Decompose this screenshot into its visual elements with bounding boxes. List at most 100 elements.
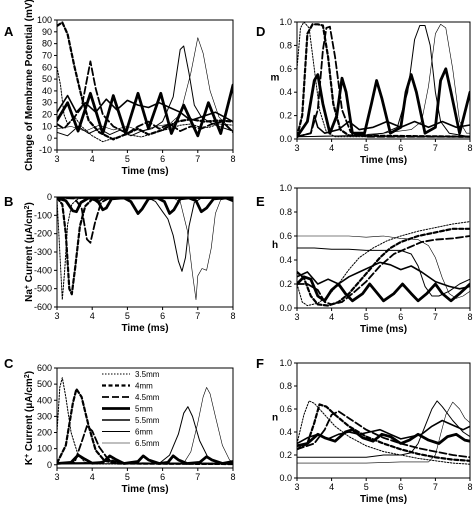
series-line-6.5mm xyxy=(297,235,470,299)
y-tick-label: 0.2 xyxy=(279,279,292,289)
x-tick-label: 3 xyxy=(294,143,299,153)
series-line-6.5mm xyxy=(57,197,233,300)
x-tick-label: 8 xyxy=(467,482,472,492)
series-line-6mm xyxy=(57,406,233,465)
legend-label: 6mm xyxy=(135,428,153,437)
x-tick-label: 4 xyxy=(329,482,334,492)
x-tick-label: 4 xyxy=(90,472,95,482)
y-tick-label: -600 xyxy=(34,302,52,312)
legend-label: 4.5mm xyxy=(135,393,160,402)
y-tick-label: 0.8 xyxy=(279,207,292,217)
x-tick-label: 5 xyxy=(364,143,369,153)
series-line-4.5mm xyxy=(297,25,470,138)
y-tick-label: 1.0 xyxy=(279,17,292,27)
y-tick-label: 0.0 xyxy=(279,303,292,313)
y-tick-label: 90 xyxy=(42,27,52,37)
series-line-5.5mm xyxy=(57,94,233,123)
series-line-5.5mm xyxy=(297,114,470,138)
x-tick-label: 7 xyxy=(195,472,200,482)
y-tick-label: 30 xyxy=(42,98,52,108)
panel-c: C 3 4 5 6 7 8 0 100 200 300 400 500 600 Time (ms) K+ Cu… xyxy=(4,356,236,495)
legend-label: 4mm xyxy=(135,382,153,391)
y-tick-label: 100 xyxy=(37,444,52,454)
panel-letter: C xyxy=(4,356,14,371)
series-line-4mm xyxy=(297,23,470,138)
series-line-6mm xyxy=(57,197,233,272)
y-tick-label: 0.8 xyxy=(279,40,292,50)
y-tick-label: 50 xyxy=(42,74,52,84)
y-tick-label: -500 xyxy=(34,284,52,294)
series-line-5.5mm xyxy=(297,261,470,290)
y-tick-label: -100 xyxy=(34,210,52,220)
series-group xyxy=(57,377,233,466)
y-tick-label: -400 xyxy=(34,265,52,275)
y-tick-label: 0.4 xyxy=(279,255,292,265)
x-tick-label: 8 xyxy=(230,154,235,164)
series-line-5mm xyxy=(57,453,233,465)
y-axis-title: n xyxy=(272,413,278,424)
y-tick-label: 0.6 xyxy=(279,404,292,414)
panel-letter: A xyxy=(4,24,14,39)
legend-label: 6.5mm xyxy=(135,439,160,448)
y-tick-label: 0 xyxy=(47,192,52,202)
series-line-4mm xyxy=(297,227,470,307)
x-tick-label: 6 xyxy=(160,472,165,482)
x-tick-label: 6 xyxy=(160,311,165,321)
x-tick-label: 5 xyxy=(364,312,369,322)
y-tick-label: 0.0 xyxy=(279,134,292,144)
x-tick-label: 5 xyxy=(125,472,130,482)
y-tick-label: 300 xyxy=(37,411,52,421)
x-tick-label: 8 xyxy=(230,311,235,321)
legend-label: 5.5mm xyxy=(135,416,160,425)
series-line-5mm xyxy=(297,67,470,139)
panel-d: D 3 4 5 6 7 8 0.0 0.2 0.4 0.6 0.8 1.0 Time (ms) m xyxy=(256,17,473,166)
y-tick-label: -10 xyxy=(39,145,52,155)
x-axis-title: Time (ms) xyxy=(121,166,168,177)
y-tick-label: 70 xyxy=(42,50,52,60)
series-line-4mm xyxy=(57,197,233,296)
x-tick-label: 8 xyxy=(467,312,472,322)
y-tick-label: 200 xyxy=(37,428,52,438)
plot-frame xyxy=(296,21,471,140)
x-tick-label: 3 xyxy=(294,482,299,492)
legend-label: 3.5mm xyxy=(135,370,160,379)
plot-frame xyxy=(56,367,234,469)
series-line-3.5mm xyxy=(297,221,470,307)
y-tick-label: 0.0 xyxy=(279,473,292,483)
x-tick-label: 6 xyxy=(398,143,403,153)
y-axis-title: h xyxy=(272,240,278,251)
x-axis-title: Time (ms) xyxy=(360,494,407,505)
x-tick-label: 7 xyxy=(195,311,200,321)
x-axis-title: Time (ms) xyxy=(121,323,168,334)
y-tick-label: -300 xyxy=(34,247,52,257)
x-axis-title: Time (ms) xyxy=(360,324,407,335)
legend: 3.5mm 4mm 4.5mm 5mm 5.5mm 6mm 6.5mm xyxy=(102,370,160,448)
y-tick-label: 0.2 xyxy=(279,450,292,460)
y-tick-label: 60 xyxy=(42,62,52,72)
panel-letter: E xyxy=(256,194,265,209)
y-tick-label: -200 xyxy=(34,229,52,239)
y-tick-label: 20 xyxy=(42,110,52,120)
x-tick-label: 7 xyxy=(433,482,438,492)
y-tick-label: 0.4 xyxy=(279,427,292,437)
x-tick-label: 7 xyxy=(433,143,438,153)
series-group xyxy=(57,197,233,301)
series-line-3.5mm xyxy=(297,400,470,465)
series-line-4mm xyxy=(297,403,470,462)
x-tick-label: 3 xyxy=(54,154,59,164)
series-line-6mm xyxy=(297,247,470,297)
series-line-5mm xyxy=(57,83,233,138)
panel-letter: D xyxy=(256,24,265,39)
x-axis-title: Time (ms) xyxy=(121,484,168,495)
x-tick-label: 8 xyxy=(230,472,235,482)
series-line-6.5mm xyxy=(297,24,470,137)
y-tick-label: 0.6 xyxy=(279,231,292,241)
x-tick-label: 5 xyxy=(125,311,130,321)
x-tick-label: 4 xyxy=(90,311,95,321)
x-tick-label: 4 xyxy=(329,312,334,322)
y-tick-label: 0 xyxy=(47,133,52,143)
x-tick-label: 6 xyxy=(398,312,403,322)
y-axis-title: K+ Current (μA/cm2) xyxy=(24,371,36,465)
